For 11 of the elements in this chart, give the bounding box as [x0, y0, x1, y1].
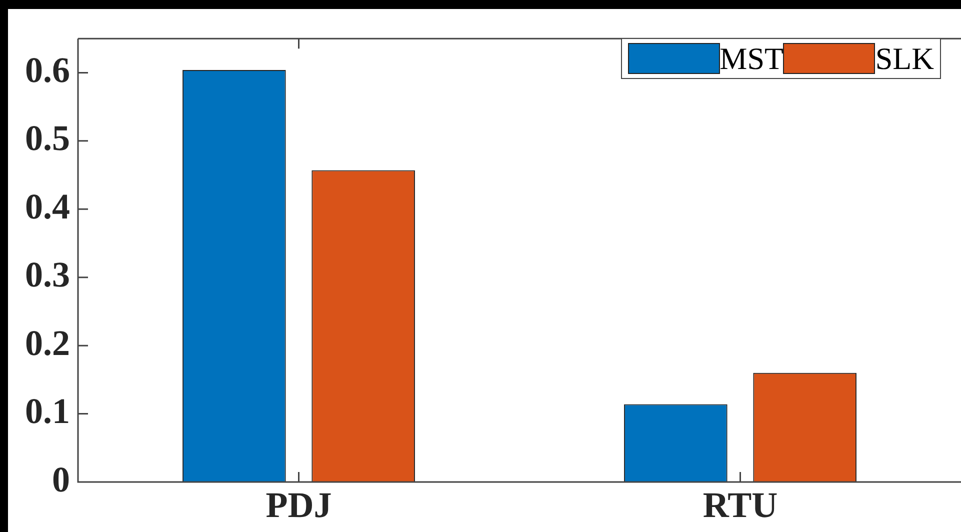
y-tick-label: 0.6 [25, 50, 70, 90]
x-tick-label: PDJ [266, 484, 332, 525]
legend-label: SLK [875, 41, 934, 76]
y-tick-label: 0 [52, 459, 70, 500]
y-tick-label: 0.3 [25, 254, 70, 295]
legend-label: MST [720, 41, 784, 76]
x-tick-label: RTU [702, 484, 778, 525]
y-tick-label: 0.4 [25, 186, 70, 226]
y-tick-label: 0.2 [25, 322, 70, 363]
y-tick-label: 0.1 [25, 391, 70, 432]
y-tick-label: 0.5 [25, 118, 70, 158]
